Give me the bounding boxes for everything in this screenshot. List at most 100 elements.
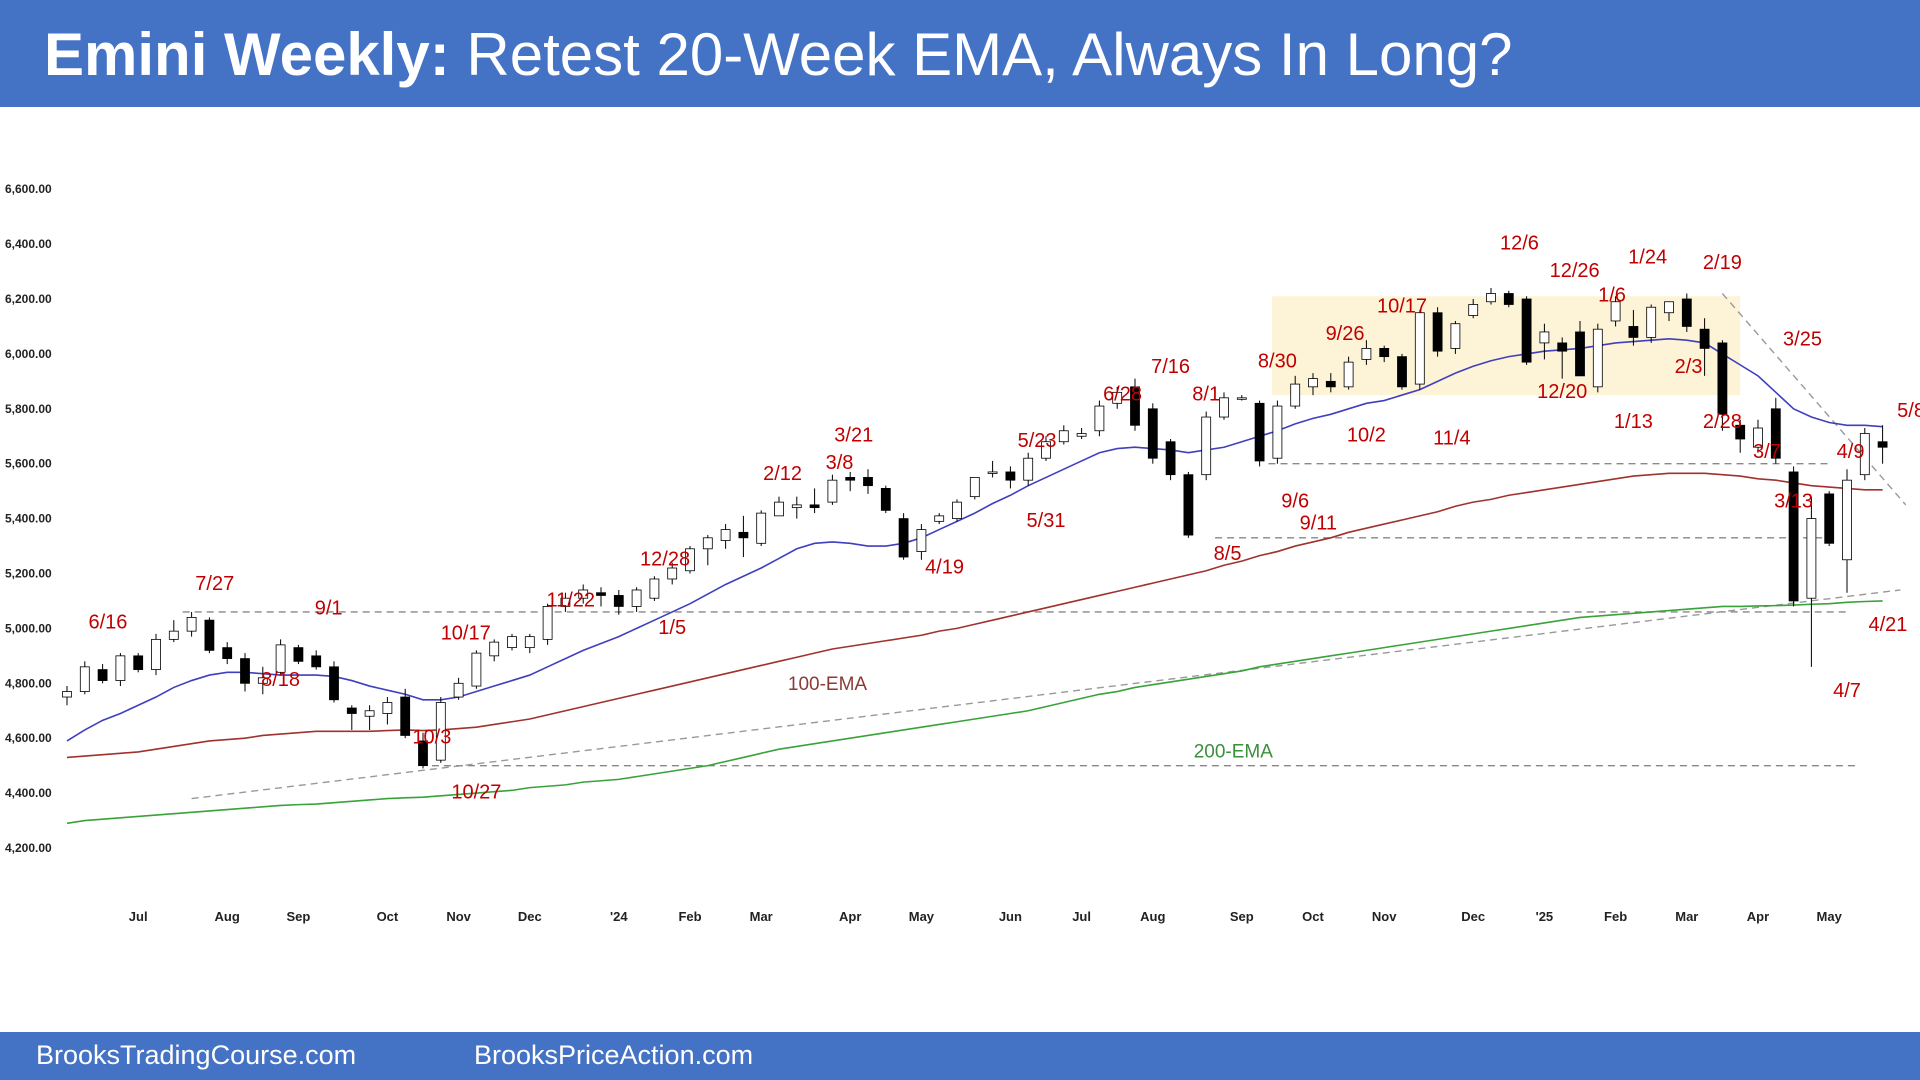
date-annotation: 1/6: [1598, 285, 1626, 307]
candle: [916, 524, 927, 560]
candle: [453, 677, 464, 700]
candle-body: [133, 655, 144, 670]
x-month-label: Feb: [1604, 909, 1627, 924]
candle: [151, 633, 161, 676]
candle: [293, 644, 304, 665]
candle: [1468, 299, 1479, 319]
page-title: Emini Weekly: Retest 20-Week EMA, Always…: [44, 20, 1512, 89]
candle-body: [311, 655, 322, 668]
candle-body: [62, 691, 72, 698]
date-annotation: 12/20: [1537, 381, 1587, 403]
candle-body: [898, 518, 909, 558]
candle-body: [97, 669, 108, 681]
footer-left-link[interactable]: BrooksTradingCourse.com: [36, 1040, 357, 1070]
date-annotation: 9/11: [1300, 513, 1337, 535]
candle: [613, 589, 624, 615]
candle-body: [1806, 518, 1817, 599]
candle: [1112, 386, 1123, 409]
candle: [1592, 323, 1603, 393]
candle-body: [1290, 383, 1301, 407]
candle-body: [400, 696, 411, 736]
date-annotation: 10/3: [412, 727, 451, 749]
candle-body: [1842, 479, 1852, 561]
candle-body: [1859, 433, 1870, 476]
candle: [1254, 400, 1265, 467]
candle-body: [987, 471, 998, 474]
candle: [1806, 496, 1817, 667]
date-annotation: 9/1: [315, 598, 343, 620]
candle-body: [756, 512, 767, 544]
date-annotation: 8/18: [261, 669, 300, 691]
candle: [62, 686, 72, 706]
date-annotation: 3/21: [834, 425, 873, 447]
weekly-candlestick-chart: 4,200.00 4,400.00 4,600.00 4,800.00 5,000.00…: [5, 182, 1920, 924]
x-month-label: Oct: [1302, 909, 1324, 924]
candle: [524, 633, 535, 654]
candle-body: [1308, 378, 1318, 388]
candle-body: [1058, 430, 1069, 443]
candle-body: [1219, 397, 1229, 418]
candle: [987, 460, 998, 478]
x-month-label: '25: [1536, 909, 1554, 924]
candle: [774, 496, 784, 517]
candle: [204, 617, 215, 654]
candle-body: [471, 652, 482, 687]
date-annotation: 10/27: [451, 782, 501, 804]
x-month-label: May: [909, 909, 935, 924]
candle: [1005, 466, 1016, 489]
candle-body: [1379, 348, 1390, 358]
candle-body: [364, 710, 375, 717]
candle-body: [1041, 441, 1051, 459]
ema200-label: 200-EMA: [1194, 741, 1274, 762]
date-annotation: 3/13: [1774, 491, 1813, 513]
date-annotation: 3/25: [1783, 329, 1822, 351]
y-tick-label: 5,600.00: [5, 457, 52, 471]
candle: [79, 661, 90, 695]
candle-body: [1183, 474, 1194, 536]
candle-body: [1361, 348, 1372, 360]
x-month-label: Jul: [1072, 909, 1091, 924]
candle: [1397, 353, 1407, 390]
date-annotation: 7/27: [195, 573, 234, 595]
candle: [382, 697, 393, 725]
candle: [863, 469, 873, 494]
candle-body: [1770, 408, 1781, 459]
candle: [97, 664, 108, 684]
y-tick-label: 5,200.00: [5, 567, 52, 581]
candle: [257, 666, 268, 695]
y-tick-label: 4,600.00: [5, 731, 52, 745]
candle: [560, 592, 571, 612]
x-month-label: Dec: [1461, 909, 1485, 924]
candle: [1717, 340, 1728, 431]
date-annotation: 4/7: [1833, 680, 1861, 702]
date-annotation: 5/31: [1027, 510, 1066, 532]
candle-body: [1592, 328, 1603, 388]
date-annotation: 6/28: [1103, 384, 1142, 406]
candle-body: [1254, 402, 1265, 462]
candle-body: [329, 666, 339, 701]
date-annotation: 8/5: [1214, 543, 1242, 565]
footer-right-link[interactable]: BrooksPriceAction.com: [474, 1040, 754, 1070]
candle-body: [1076, 433, 1087, 437]
date-annotation: 10/17: [441, 622, 491, 644]
candle-body: [578, 589, 589, 599]
candle-body: [1503, 293, 1514, 305]
candle-body: [1753, 427, 1763, 448]
date-annotation: 2/19: [1703, 252, 1742, 274]
candle: [1646, 304, 1657, 343]
candle: [1432, 307, 1443, 357]
x-month-label: '24: [610, 909, 628, 924]
candle: [1130, 378, 1140, 431]
candle-body: [1201, 416, 1212, 476]
candle: [702, 535, 713, 566]
candle-body: [685, 548, 695, 572]
candle-body: [382, 702, 393, 714]
candle-body: [738, 531, 749, 539]
date-annotation: 4/9: [1837, 441, 1865, 463]
candle-body: [293, 647, 304, 662]
y-tick-label: 6,000.00: [5, 347, 52, 361]
date-annotation: 2/28: [1703, 411, 1742, 433]
candle-body: [649, 578, 660, 599]
candle: [1201, 411, 1212, 481]
candle-body: [720, 529, 731, 541]
